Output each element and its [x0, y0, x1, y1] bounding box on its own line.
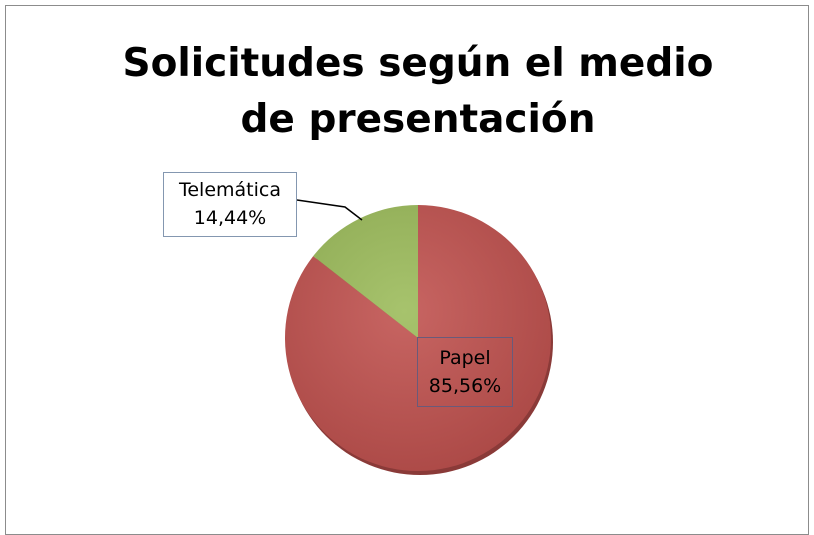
leader-line	[296, 199, 363, 221]
data-label: Papel 85,56%	[417, 337, 513, 407]
page: {"chart_data": {"type": "pie", "title": …	[5, 5, 809, 535]
label-value: 85,56%	[428, 375, 502, 397]
label-name: Telemática	[178, 179, 281, 201]
data-label: Telemática 14,44%	[163, 172, 297, 237]
label-name: Papel	[439, 347, 491, 369]
label-value: 14,44%	[193, 207, 267, 229]
chart-title: Solicitudes según el medio de presentaci…	[122, 41, 714, 142]
